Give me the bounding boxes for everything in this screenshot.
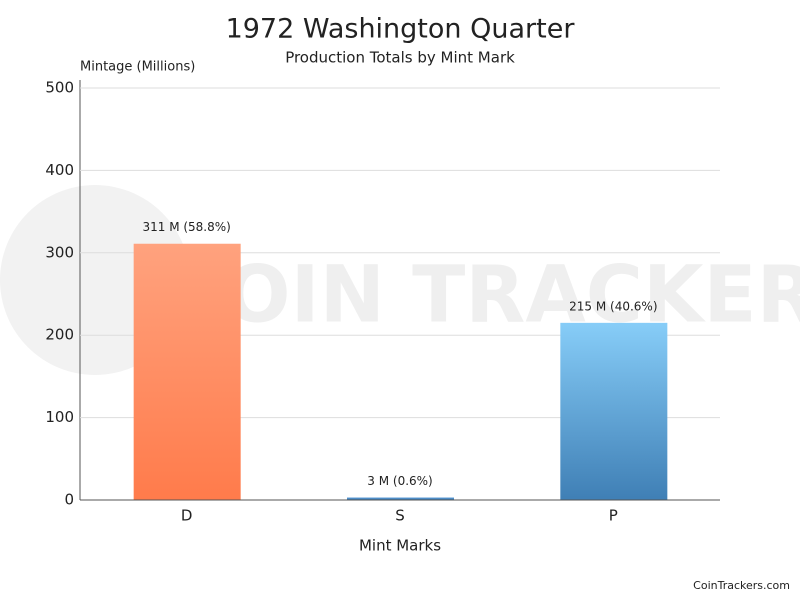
bar xyxy=(560,322,668,500)
y-axis-label: Mintage (Millions) xyxy=(80,60,195,75)
bar xyxy=(347,497,454,500)
x-tick-label: P xyxy=(609,507,618,525)
footer: CoinTrackers.com xyxy=(693,579,790,592)
x-tick-label: S xyxy=(395,507,405,525)
x-axis-label: Mint Marks xyxy=(359,537,441,555)
data-label: 311 M (58.8%) xyxy=(142,220,230,234)
y-tick-label: 300 xyxy=(45,243,74,261)
y-tick-label: 100 xyxy=(45,408,74,426)
y-tick-label: 0 xyxy=(64,491,74,509)
data-label: 215 M (40.6%) xyxy=(569,299,657,313)
x-tick-label: D xyxy=(181,507,193,525)
y-tick-label: 200 xyxy=(45,326,74,344)
y-tick-label: 400 xyxy=(45,161,74,179)
y-tick-label: 500 xyxy=(45,79,74,97)
bar xyxy=(133,243,241,500)
chart-subtitle: Production Totals by Mint Mark xyxy=(285,49,515,67)
chart-title: 1972 Washington Quarter xyxy=(226,14,576,45)
data-label: 3 M (0.6%) xyxy=(367,474,432,488)
watermark: COIN TRACKERS xyxy=(167,250,800,340)
